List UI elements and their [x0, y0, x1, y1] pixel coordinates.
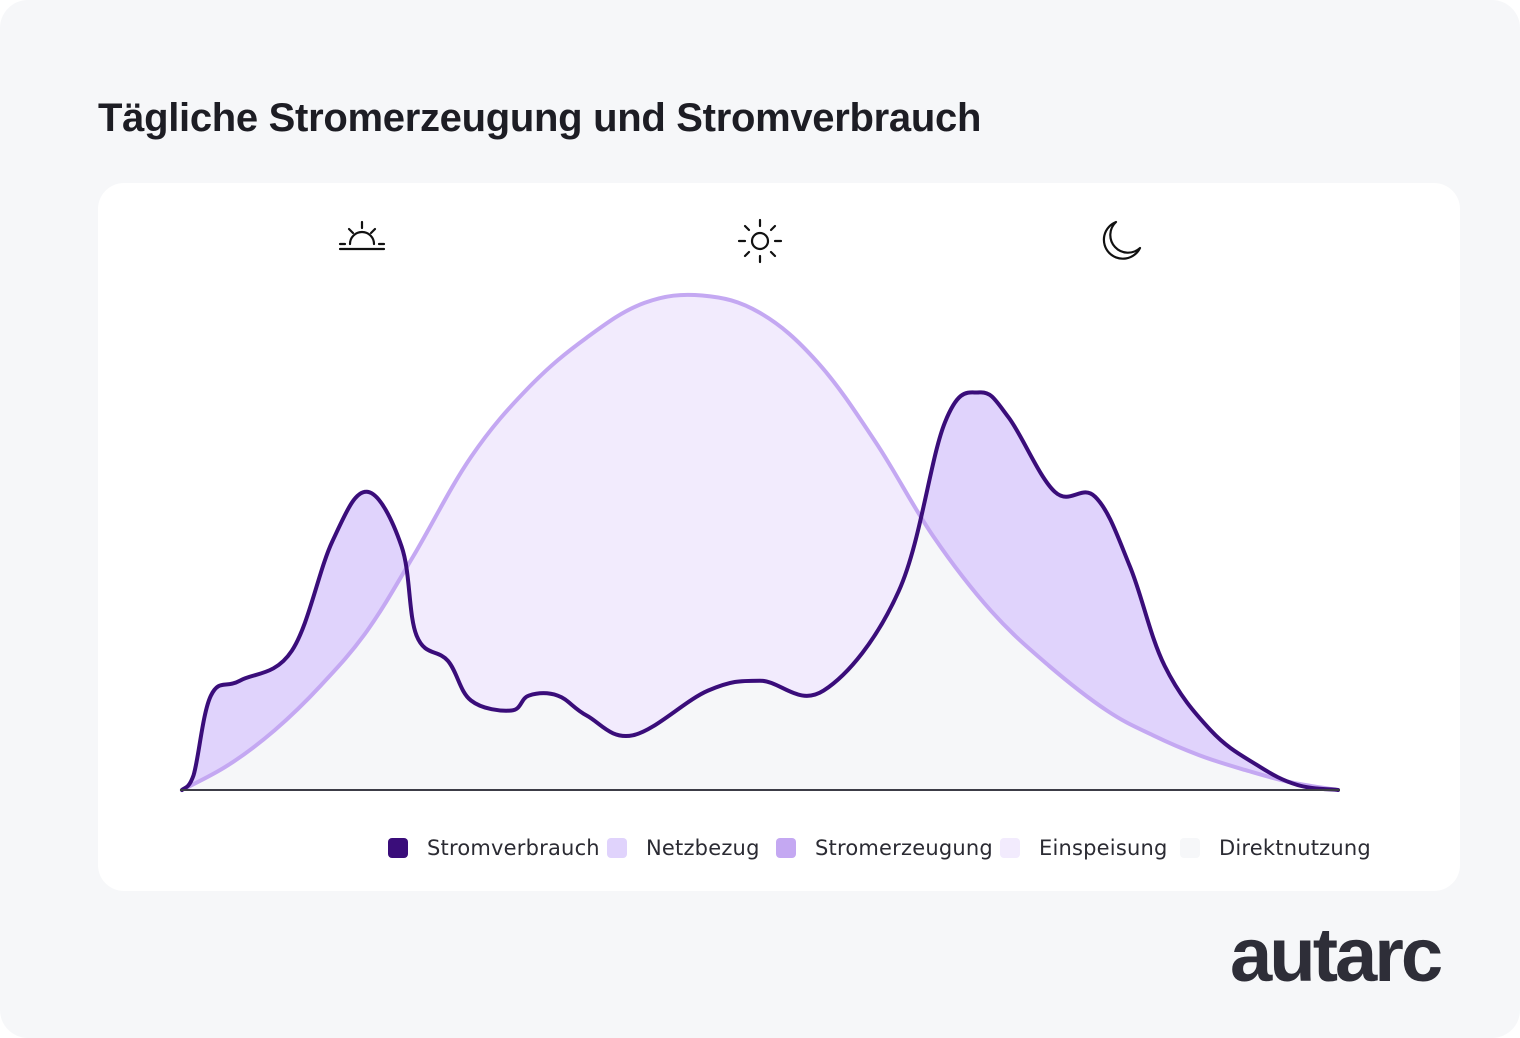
brand-logo: autarc	[1230, 913, 1443, 998]
legend-swatch-stromerzeugung	[776, 838, 796, 858]
moon-icon	[1102, 220, 1142, 260]
legend-swatch-direktnutzung	[1180, 838, 1200, 858]
legend-item-einspeisung: Einspeisung	[1000, 834, 1168, 862]
legend-label-einspeisung: Einspeisung	[1039, 836, 1168, 860]
area-chart	[180, 218, 1340, 792]
chart-title: Tägliche Stromerzeugung und Stromverbrau…	[98, 96, 982, 140]
legend-item-stromverbrauch: Stromverbrauch	[388, 834, 600, 862]
sun-icon	[737, 218, 783, 264]
legend-item-direktnutzung: Direktnutzung	[1180, 834, 1371, 862]
chart-card: Stromverbrauch Netzbezug Stromerzeugung …	[98, 183, 1460, 891]
legend-label-direktnutzung: Direktnutzung	[1219, 836, 1371, 860]
line-stromerzeugung	[180, 292, 1340, 792]
sunrise-icon	[338, 220, 386, 251]
legend-swatch-stromverbrauch	[388, 838, 408, 858]
legend-label-stromverbrauch: Stromverbrauch	[427, 836, 600, 860]
legend-swatch-einspeisung	[1000, 838, 1020, 858]
legend-label-netzbezug: Netzbezug	[646, 836, 760, 860]
legend-item-stromerzeugung: Stromerzeugung	[776, 834, 993, 862]
legend-swatch-netzbezug	[607, 838, 627, 858]
legend-item-netzbezug: Netzbezug	[607, 834, 760, 862]
line-stromverbrauch	[180, 390, 1340, 792]
legend-label-stromerzeugung: Stromerzeugung	[815, 836, 993, 860]
chart-legend: Stromverbrauch Netzbezug Stromerzeugung …	[98, 834, 1460, 864]
